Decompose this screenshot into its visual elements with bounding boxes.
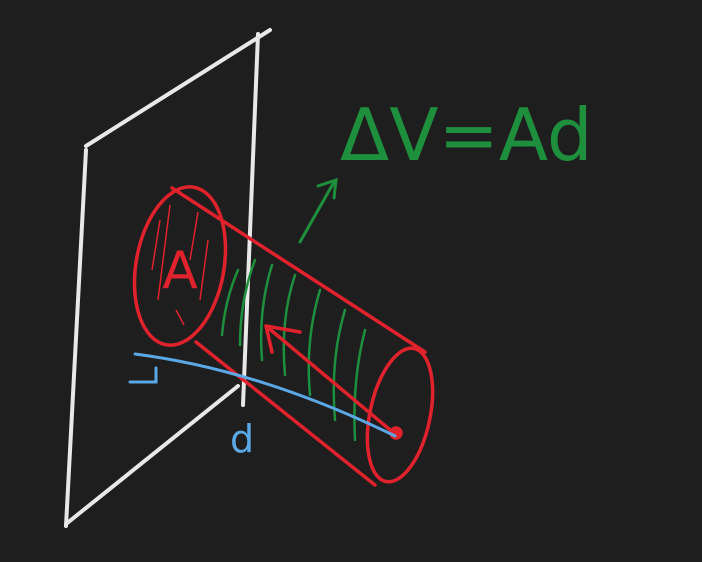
hatch xyxy=(220,268,240,337)
hatch xyxy=(353,328,367,442)
right-angle-mark xyxy=(128,366,158,384)
hatch xyxy=(307,288,322,397)
plane-left-edge xyxy=(64,148,88,528)
equation: ΔV=Ad xyxy=(340,93,593,177)
distance-line xyxy=(133,352,397,438)
plane-bottom-edge xyxy=(64,384,240,526)
cross-section xyxy=(132,185,228,347)
cylinder-end xyxy=(365,346,435,484)
plane-right-edge xyxy=(241,32,260,407)
area-label: A xyxy=(162,241,198,301)
equation-pointer xyxy=(298,177,338,244)
distance xyxy=(128,352,397,438)
length-arrow xyxy=(264,324,397,436)
cylinder-bottom xyxy=(194,340,377,487)
plane xyxy=(64,28,272,528)
plane-top-edge xyxy=(84,28,272,148)
area-hatching xyxy=(151,204,209,326)
hatch xyxy=(282,273,297,377)
cylinder xyxy=(132,185,435,487)
distance-label: d xyxy=(230,417,254,461)
hatch xyxy=(259,263,274,362)
hatch xyxy=(238,258,257,347)
cylinder-top xyxy=(170,186,427,354)
